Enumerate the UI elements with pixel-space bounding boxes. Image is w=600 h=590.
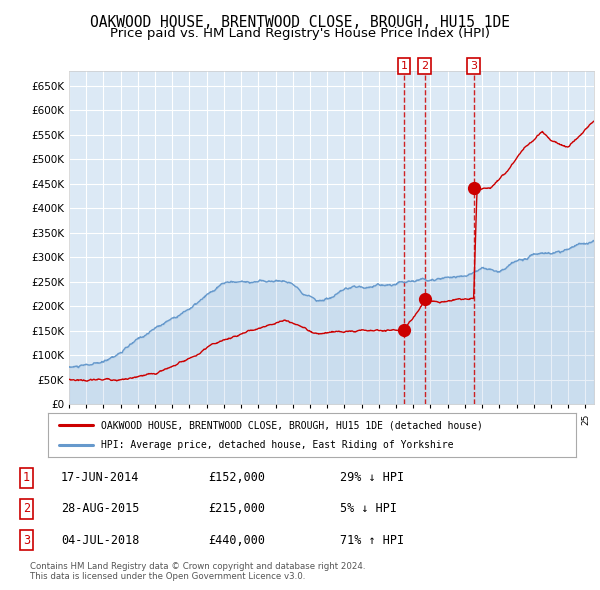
Text: £440,000: £440,000 bbox=[208, 533, 265, 546]
Text: Contains HM Land Registry data © Crown copyright and database right 2024.: Contains HM Land Registry data © Crown c… bbox=[30, 562, 365, 571]
Text: 28-AUG-2015: 28-AUG-2015 bbox=[61, 502, 139, 516]
Text: 29% ↓ HPI: 29% ↓ HPI bbox=[340, 471, 404, 484]
Text: 2: 2 bbox=[23, 502, 30, 516]
Text: Price paid vs. HM Land Registry's House Price Index (HPI): Price paid vs. HM Land Registry's House … bbox=[110, 27, 490, 40]
Text: 71% ↑ HPI: 71% ↑ HPI bbox=[340, 533, 404, 546]
Text: £215,000: £215,000 bbox=[208, 502, 265, 516]
Text: 3: 3 bbox=[23, 533, 30, 546]
Text: 17-JUN-2014: 17-JUN-2014 bbox=[61, 471, 139, 484]
Text: This data is licensed under the Open Government Licence v3.0.: This data is licensed under the Open Gov… bbox=[30, 572, 305, 581]
Text: 2: 2 bbox=[421, 61, 428, 71]
Text: OAKWOOD HOUSE, BRENTWOOD CLOSE, BROUGH, HU15 1DE (detached house): OAKWOOD HOUSE, BRENTWOOD CLOSE, BROUGH, … bbox=[101, 421, 482, 430]
Text: 1: 1 bbox=[400, 61, 407, 71]
Text: 1: 1 bbox=[23, 471, 30, 484]
Text: 04-JUL-2018: 04-JUL-2018 bbox=[61, 533, 139, 546]
Text: 3: 3 bbox=[470, 61, 477, 71]
Text: 5% ↓ HPI: 5% ↓ HPI bbox=[340, 502, 397, 516]
Text: OAKWOOD HOUSE, BRENTWOOD CLOSE, BROUGH, HU15 1DE: OAKWOOD HOUSE, BRENTWOOD CLOSE, BROUGH, … bbox=[90, 15, 510, 30]
Text: £152,000: £152,000 bbox=[208, 471, 265, 484]
Text: HPI: Average price, detached house, East Riding of Yorkshire: HPI: Average price, detached house, East… bbox=[101, 440, 454, 450]
